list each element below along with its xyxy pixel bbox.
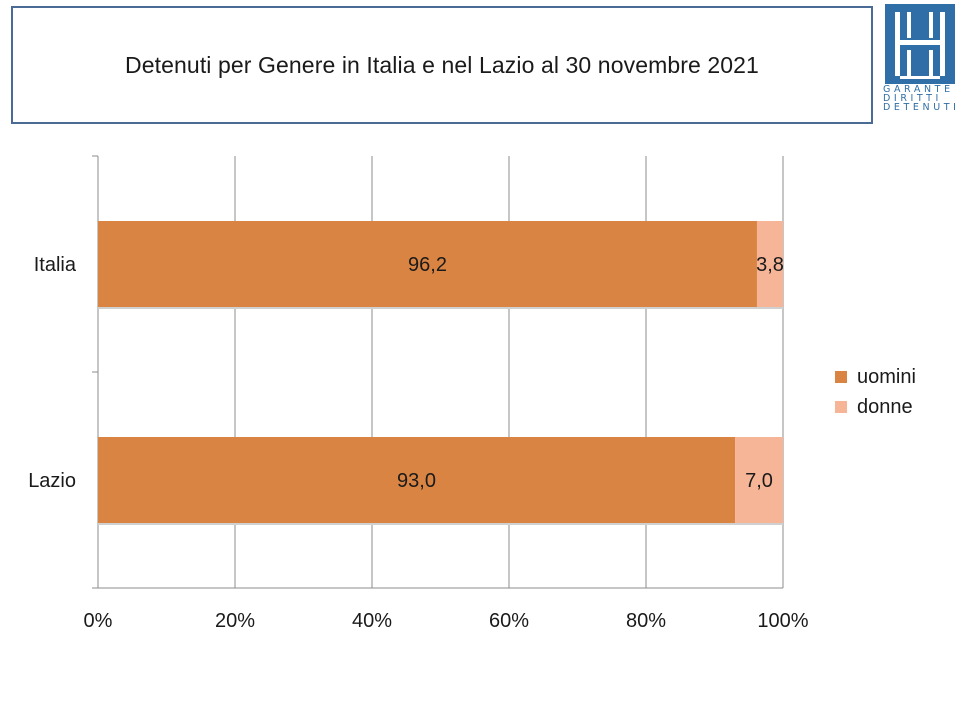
category-label: Italia [34, 254, 77, 276]
data-label: 93,0 [397, 470, 436, 492]
bar-donne-italia [756, 221, 783, 307]
legend-label-donne: donne [857, 395, 913, 418]
legend-item-donne: donne [835, 392, 916, 422]
legend: uomini donne [835, 362, 916, 422]
legend-item-uomini: uomini [835, 362, 916, 392]
x-tick-label: 80% [626, 610, 666, 632]
bar-uomini-italia [98, 221, 757, 307]
data-label: 3,8 [756, 254, 784, 276]
chart-title: Detenuti per Genere in Italia e nel Lazi… [125, 51, 759, 78]
legend-swatch-donne [835, 401, 847, 413]
x-tick-label: 60% [489, 610, 529, 632]
logo-text-line-2: DIRITTI [883, 93, 942, 104]
title-box: Detenuti per Genere in Italia e nel Lazi… [11, 6, 873, 124]
garante-logo: GARANTE DIRITTI DETENUTI [883, 4, 957, 113]
data-label: 96,2 [408, 254, 447, 276]
legend-swatch-uomini [835, 371, 847, 383]
bar-uomini-lazio [98, 437, 736, 523]
x-tick-label: 100% [757, 610, 808, 632]
bar-donne-lazio [735, 437, 783, 523]
logo-text-line-1: GARANTE [883, 84, 954, 95]
x-tick-label: 20% [215, 610, 255, 632]
logo-text-line-3: DETENUTI [883, 102, 960, 113]
logo-mark-icon [885, 4, 955, 84]
data-label: 7,0 [745, 470, 773, 492]
category-label: Lazio [28, 470, 76, 492]
legend-label-uomini: uomini [857, 365, 916, 388]
x-tick-label: 40% [352, 610, 392, 632]
x-tick-label: 0% [84, 610, 113, 632]
